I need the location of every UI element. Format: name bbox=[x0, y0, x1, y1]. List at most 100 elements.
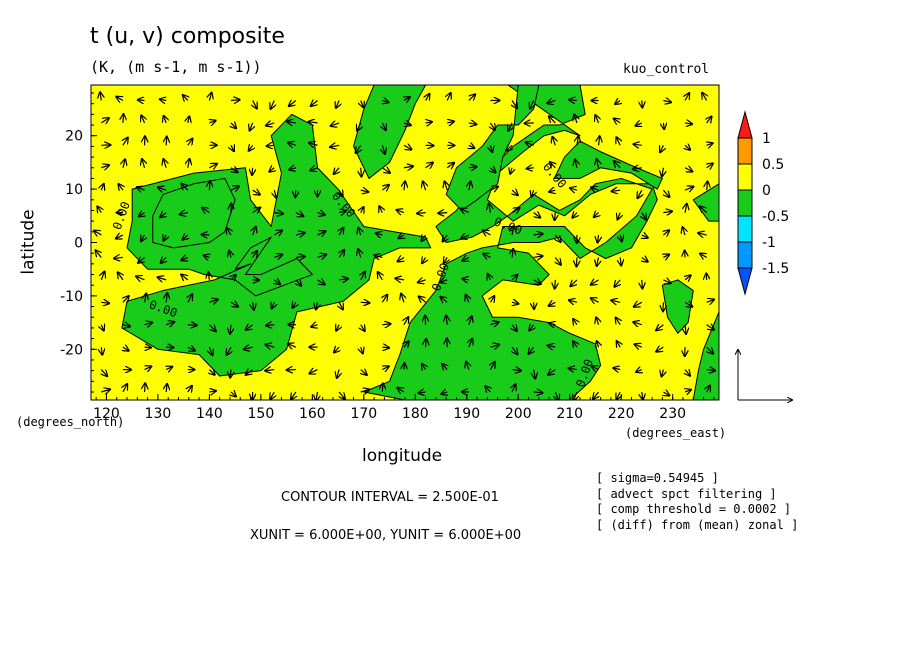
negative-region bbox=[121, 113, 432, 377]
wind-vector bbox=[337, 369, 339, 378]
wind-vector bbox=[707, 117, 712, 123]
wind-vector bbox=[569, 368, 578, 369]
wind-vector bbox=[591, 298, 599, 302]
wind-vector bbox=[552, 137, 555, 146]
wind-vector bbox=[656, 325, 664, 330]
wind-vector bbox=[274, 280, 280, 284]
colorbar-label: -0.5 bbox=[762, 209, 789, 225]
wind-vector bbox=[295, 213, 303, 217]
wind-vector bbox=[180, 213, 188, 215]
wind-vector bbox=[252, 190, 260, 194]
wind-vector bbox=[289, 100, 297, 106]
wind-vector bbox=[533, 392, 543, 393]
wind-vector bbox=[440, 280, 448, 282]
wind-vector bbox=[510, 168, 512, 174]
wind-vector bbox=[382, 324, 390, 325]
wind-vector bbox=[316, 391, 318, 400]
wind-vector bbox=[269, 168, 274, 172]
wind-vector bbox=[469, 182, 471, 191]
wind-vector bbox=[597, 341, 599, 347]
wind-vector bbox=[511, 208, 519, 213]
wind-vector bbox=[512, 226, 514, 236]
wind-vector bbox=[620, 235, 622, 241]
wind-vector bbox=[426, 339, 427, 348]
wind-vector bbox=[469, 94, 475, 100]
wind-vector bbox=[253, 227, 256, 236]
wind-vector bbox=[512, 325, 517, 331]
wind-vector bbox=[593, 391, 598, 399]
wind-vector bbox=[656, 347, 664, 351]
wind-vector bbox=[571, 280, 577, 286]
wind-vector bbox=[532, 190, 534, 196]
wind-vector bbox=[463, 257, 469, 260]
wind-vector bbox=[358, 249, 361, 258]
wind-vector bbox=[274, 190, 276, 197]
wind-vector bbox=[642, 391, 643, 399]
negative-region bbox=[152, 177, 236, 249]
wind-vector bbox=[181, 275, 187, 280]
x-tick-label: 170 bbox=[350, 406, 377, 422]
wind-vector bbox=[399, 235, 404, 238]
wind-vector bbox=[227, 346, 231, 355]
wind-vector bbox=[379, 206, 382, 212]
wind-vector bbox=[397, 210, 405, 213]
wind-vector bbox=[442, 364, 447, 370]
wind-vector bbox=[422, 235, 426, 241]
wind-vector bbox=[419, 392, 426, 393]
wind-vector bbox=[446, 163, 454, 168]
wind-vector bbox=[490, 345, 499, 347]
wind-vector bbox=[296, 280, 301, 286]
colorbar-swatch bbox=[737, 215, 753, 243]
wind-vector bbox=[382, 366, 388, 369]
wind-vector bbox=[209, 370, 214, 375]
wind-vector bbox=[512, 302, 518, 303]
wind-vector bbox=[188, 386, 192, 392]
wind-vector bbox=[634, 302, 643, 306]
x-tick-label: 130 bbox=[145, 406, 172, 422]
wind-vector bbox=[529, 346, 534, 354]
wind-vector bbox=[165, 322, 174, 325]
wind-vector bbox=[330, 145, 340, 147]
wind-vector bbox=[512, 384, 515, 393]
wind-vector bbox=[555, 279, 556, 289]
wind-vector bbox=[230, 186, 239, 190]
wind-vector bbox=[209, 391, 215, 392]
wind-vector bbox=[466, 295, 469, 303]
wind-vector bbox=[620, 257, 621, 265]
wind-vector bbox=[660, 145, 663, 152]
wind-vector bbox=[438, 213, 448, 214]
wind-vector bbox=[662, 167, 663, 176]
wind-vector bbox=[707, 182, 708, 191]
wind-vector bbox=[706, 300, 714, 303]
wind-vector bbox=[642, 257, 648, 261]
wind-vector bbox=[339, 391, 345, 399]
wind-vector bbox=[616, 137, 620, 146]
x-tick-label: 190 bbox=[453, 406, 480, 422]
colorbar-swatch bbox=[737, 189, 753, 217]
wind-vector bbox=[101, 370, 107, 376]
y-tick-label: 10 bbox=[65, 182, 83, 198]
wind-vector bbox=[684, 302, 692, 306]
wind-vector bbox=[461, 235, 470, 238]
wind-vector bbox=[231, 275, 236, 280]
wind-vector bbox=[466, 362, 469, 370]
wind-vector bbox=[663, 211, 671, 212]
wind-vector bbox=[663, 392, 669, 395]
x-tick-label: 210 bbox=[556, 406, 583, 422]
wind-vector bbox=[549, 190, 555, 192]
wind-vector bbox=[547, 100, 556, 103]
experiment-label: kuo_control bbox=[623, 62, 710, 77]
wind-vector bbox=[253, 302, 254, 309]
wind-vector bbox=[334, 168, 339, 174]
wind-vector bbox=[339, 228, 343, 236]
wind-vector bbox=[166, 137, 167, 146]
wind-vector bbox=[138, 257, 144, 262]
wind-vector bbox=[250, 122, 253, 130]
wind-vector bbox=[485, 386, 490, 392]
wind-vector bbox=[334, 347, 339, 352]
wind-vector bbox=[685, 370, 690, 376]
wind-vector bbox=[253, 251, 257, 257]
wind-vector bbox=[483, 254, 491, 258]
wind-vector bbox=[534, 213, 540, 218]
wind-vector bbox=[142, 159, 145, 168]
